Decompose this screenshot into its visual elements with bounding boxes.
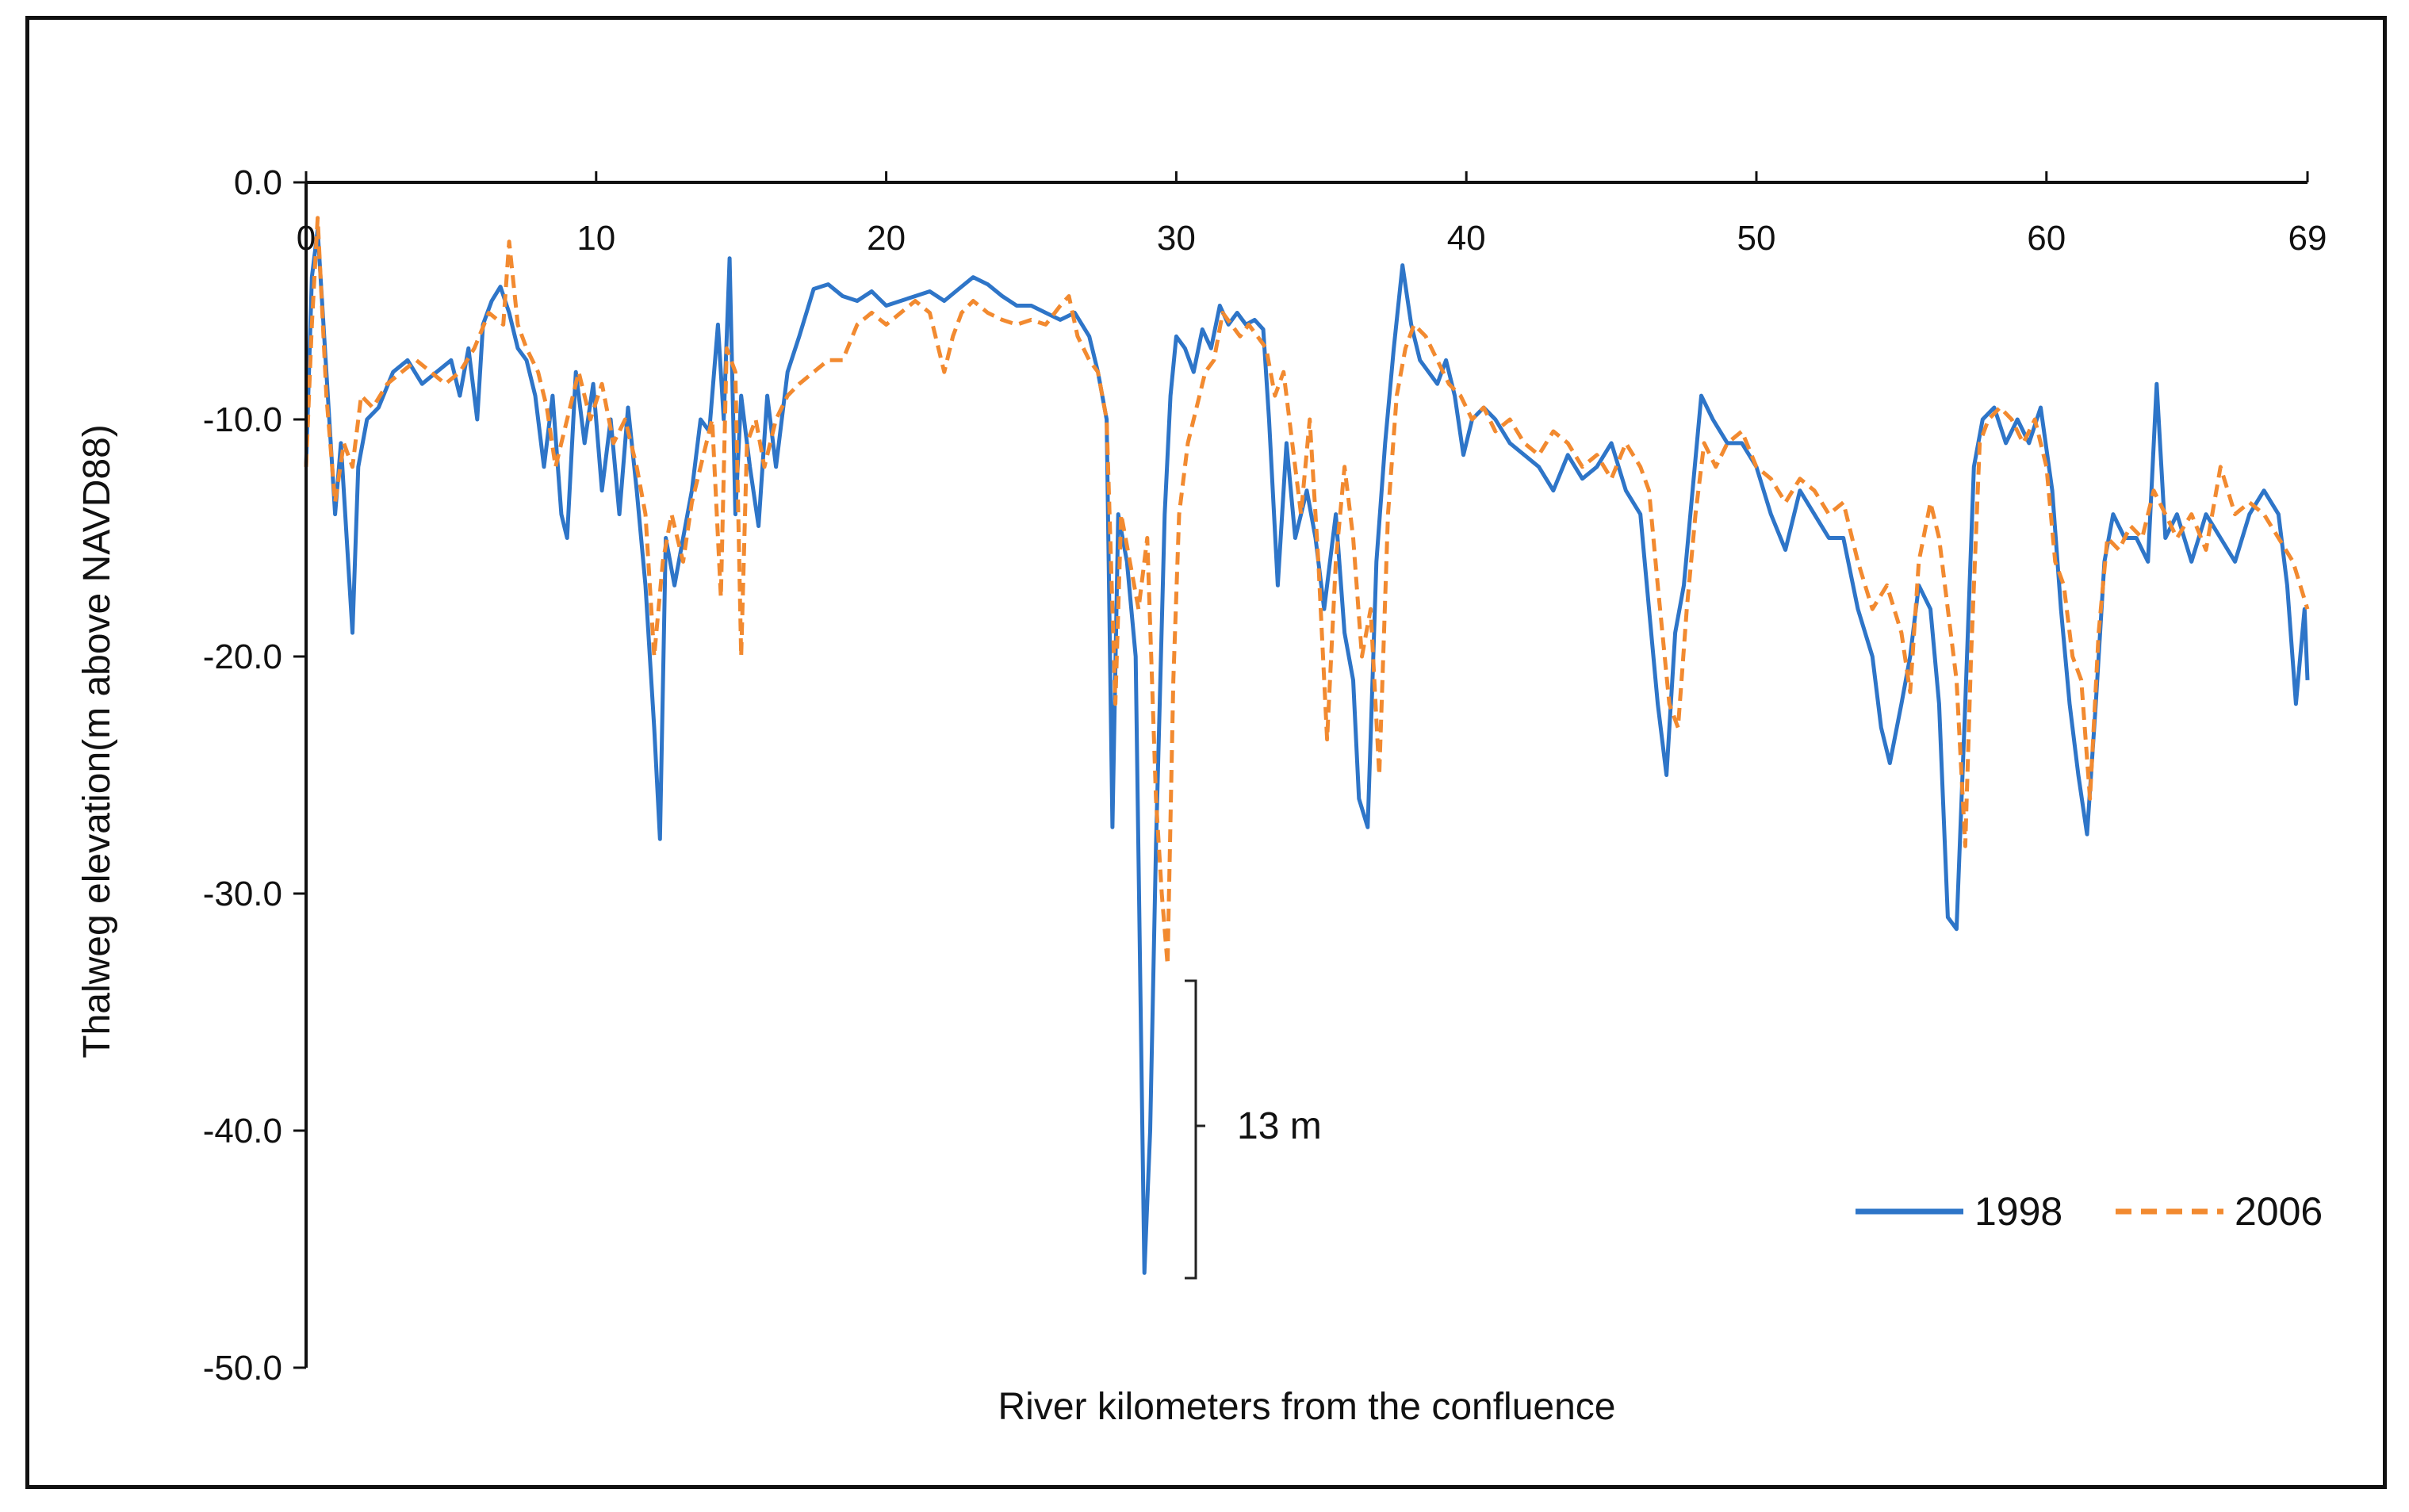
legend-label-1998: 1998 xyxy=(1974,1189,2062,1234)
x-tick-label: 0 xyxy=(297,219,316,258)
legend: 1998 2006 xyxy=(1856,1189,2323,1234)
y-tick-label: -30.0 xyxy=(203,875,282,913)
annotation-layer: 13 m xyxy=(1185,979,1322,1280)
x-tick-label: 40 xyxy=(1447,219,1486,258)
y-tick-label: -40.0 xyxy=(203,1112,282,1150)
x-tick-label: 20 xyxy=(867,219,906,258)
x-tick-label: 30 xyxy=(1157,219,1196,258)
legend-label-2006: 2006 xyxy=(2235,1189,2323,1234)
y-tick-label: 0.0 xyxy=(234,163,282,202)
y-tick-label: -20.0 xyxy=(203,637,282,676)
series-line-2006 xyxy=(304,216,2310,967)
y-axis-title: Thalweg elevation(m above NAVD88) xyxy=(76,424,118,1058)
x-tick-label: 60 xyxy=(2027,219,2066,258)
y-tick-label: -50.0 xyxy=(203,1349,282,1388)
range-annotation-label: 13 m xyxy=(1237,1105,1322,1147)
x-tick-label: 50 xyxy=(1737,219,1776,258)
series-layer xyxy=(304,216,2310,1275)
x-tick-label: 10 xyxy=(576,219,615,258)
range-bracket xyxy=(1185,979,1205,1280)
series-line-1998 xyxy=(304,228,2310,1275)
ticks-layer: 0 10 20 30 40 50 60 69 0.0 -10.0 -20.0 -30.0 -40.0 -5… xyxy=(203,163,2327,1388)
axes-layer xyxy=(304,181,2308,1368)
x-axis-title: River kilometers from the confluence xyxy=(998,1386,1616,1428)
y-tick-label: -10.0 xyxy=(203,400,282,439)
chart-frame xyxy=(25,16,2387,1489)
x-tick-label: 69 xyxy=(2288,219,2327,258)
